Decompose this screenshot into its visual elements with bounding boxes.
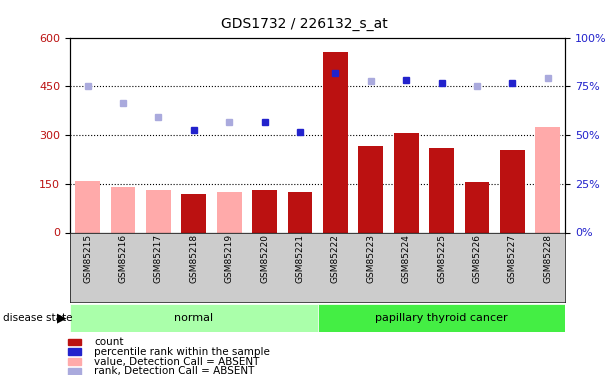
Bar [181,194,206,232]
Bar [288,192,313,232]
Bar [75,180,100,232]
Bar [465,182,489,232]
Bar [317,304,565,332]
Text: normal: normal [174,313,213,323]
Text: GSM85226: GSM85226 [472,234,482,283]
Bar [146,190,171,232]
Text: GSM85218: GSM85218 [189,234,198,283]
Text: GSM85221: GSM85221 [295,234,305,283]
Text: papillary thyroid cancer: papillary thyroid cancer [375,313,508,323]
Bar [70,304,317,332]
Text: rank, Detection Call = ABSENT: rank, Detection Call = ABSENT [94,366,255,375]
Text: GSM85227: GSM85227 [508,234,517,283]
Text: GSM85225: GSM85225 [437,234,446,283]
Text: GSM85222: GSM85222 [331,234,340,283]
Text: GSM85219: GSM85219 [225,234,233,283]
Text: value, Detection Call = ABSENT: value, Detection Call = ABSENT [94,357,260,366]
Text: GSM85215: GSM85215 [83,234,92,283]
Bar [358,146,383,232]
Text: GSM85228: GSM85228 [543,234,552,283]
Text: GSM85220: GSM85220 [260,234,269,283]
Text: GSM85217: GSM85217 [154,234,163,283]
Bar [217,192,241,232]
Text: count: count [94,337,124,347]
Text: GDS1732 / 226132_s_at: GDS1732 / 226132_s_at [221,17,387,31]
Bar [323,52,348,232]
Text: ▶: ▶ [57,311,66,324]
Text: disease state: disease state [3,313,72,323]
Text: percentile rank within the sample: percentile rank within the sample [94,347,270,357]
Text: GSM85223: GSM85223 [366,234,375,283]
Bar [536,127,560,232]
Bar [500,150,525,232]
Bar [429,148,454,232]
Text: GSM85216: GSM85216 [119,234,128,283]
Bar [394,134,418,232]
Text: GSM85224: GSM85224 [402,234,410,283]
Bar [252,190,277,232]
Bar [111,187,136,232]
